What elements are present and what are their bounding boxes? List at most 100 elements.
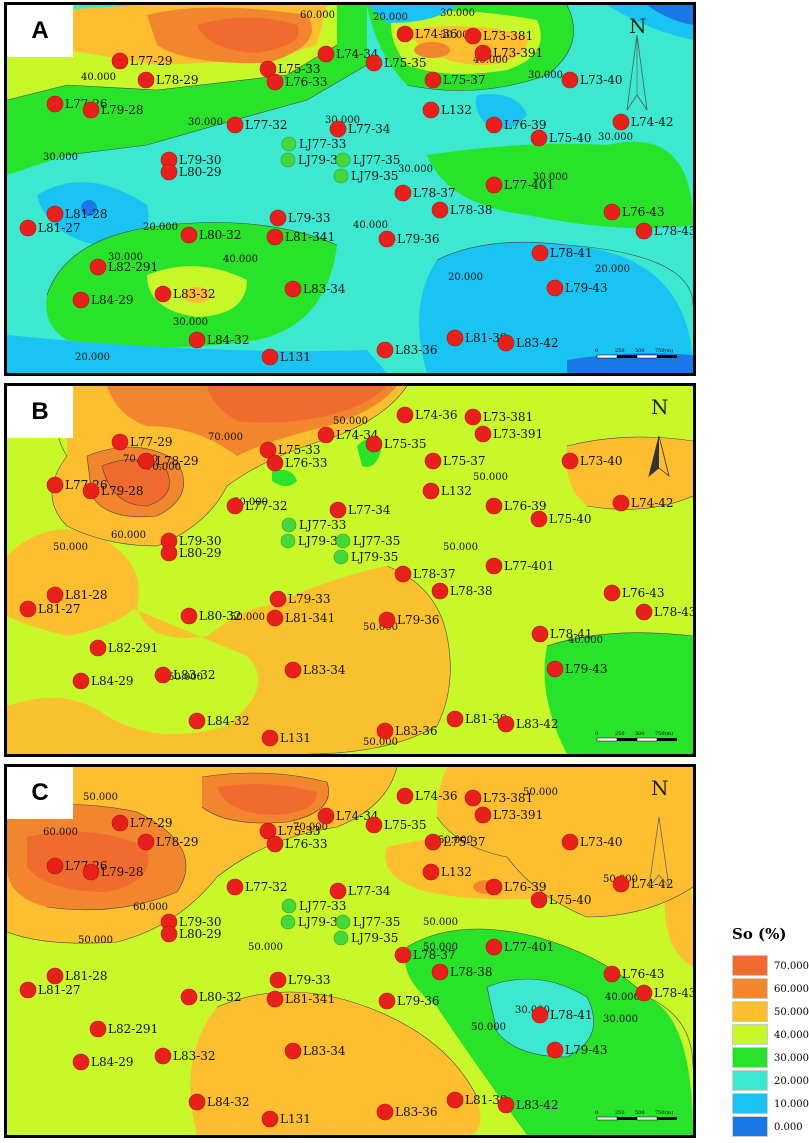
- well-label: L74-42: [631, 115, 674, 129]
- well-label: L131: [280, 1112, 311, 1126]
- well-label: L77-32: [245, 880, 288, 894]
- well-label: L81-39: [465, 712, 508, 726]
- contour-label: 40.000: [605, 992, 640, 1003]
- well-label: LJ77-35: [353, 915, 400, 929]
- well-marker: [603, 203, 621, 221]
- well-label: L83-36: [395, 1105, 438, 1119]
- well-label: L132: [441, 103, 472, 117]
- map-a-canvas: 60.000 20.000 30.000 30.000 40.000 30.000 40.0…: [7, 5, 693, 373]
- contour-label: 50.000: [423, 942, 458, 953]
- well-label: L74-36: [415, 789, 458, 803]
- well-label: L76-39: [504, 118, 547, 132]
- contour-label: 30.000: [173, 317, 208, 328]
- well-marker: [72, 291, 90, 309]
- scale-tick-1: 250: [615, 1110, 625, 1116]
- well-marker: [396, 787, 414, 805]
- well-label: L76-43: [622, 586, 665, 600]
- well-marker: [19, 600, 37, 618]
- well-marker: [531, 244, 549, 262]
- well-label: LJ77-33: [299, 137, 346, 151]
- well-marker: [280, 914, 296, 930]
- well-marker: [531, 1006, 549, 1024]
- well-marker: [464, 408, 482, 426]
- scale-tick-2: 500: [635, 1110, 645, 1116]
- well-label: L79-33: [288, 592, 331, 606]
- well-marker: [46, 967, 64, 985]
- well-label: L75-33: [278, 62, 321, 76]
- well-marker: [612, 113, 630, 131]
- well-marker: [329, 501, 347, 519]
- well-marker: [376, 1103, 394, 1121]
- well-marker: [154, 666, 172, 684]
- well-label: L75-40: [549, 131, 592, 145]
- legend-swatch: [732, 1047, 768, 1068]
- well-marker: [422, 101, 440, 119]
- north-label: N: [651, 776, 669, 800]
- well-label: L76-43: [622, 967, 665, 981]
- well-marker: [266, 990, 284, 1008]
- well-marker: [464, 27, 482, 45]
- well-marker: [612, 875, 630, 893]
- scale-tick-3: 750(m): [655, 1109, 673, 1116]
- contour-label: 70.000: [293, 822, 328, 833]
- well-label: L77-34: [348, 122, 391, 136]
- well-label: LJ79-35: [351, 550, 398, 564]
- well-marker: [612, 494, 630, 512]
- well-label: L131: [280, 731, 311, 745]
- scale-tick-1: 250: [615, 348, 625, 354]
- well-marker: [474, 425, 492, 443]
- well-label: L81-27: [38, 983, 81, 997]
- well-label: L74-42: [631, 877, 674, 891]
- well-marker: [474, 44, 492, 62]
- well-marker: [530, 891, 548, 909]
- well-marker: [424, 833, 442, 851]
- well-label: L81-39: [465, 331, 508, 345]
- well-label: L73-391: [493, 46, 543, 60]
- panel-label-a: A: [7, 5, 73, 57]
- well-marker: [497, 1096, 515, 1114]
- well-label: L84-29: [91, 293, 134, 307]
- well-label: L74-42: [631, 496, 674, 510]
- contour-label: 50.000: [423, 917, 458, 928]
- well-label: L75-37: [443, 454, 486, 468]
- scale-tick-0: 0: [595, 731, 598, 737]
- well-label: L83-34: [303, 282, 346, 296]
- well-marker: [378, 992, 396, 1010]
- scale-tick-0: 0: [595, 1110, 598, 1116]
- well-label: L76-33: [285, 837, 328, 851]
- well-marker: [396, 25, 414, 43]
- well-marker: [82, 101, 100, 119]
- north-arrow: [626, 34, 648, 111]
- well-label: L81-28: [65, 969, 108, 983]
- well-label: L78-37: [413, 186, 456, 200]
- well-label: L73-391: [493, 427, 543, 441]
- well-marker: [154, 285, 172, 303]
- contour-label: 30.000: [398, 164, 433, 175]
- well-marker: [530, 129, 548, 147]
- legend-swatch: [732, 1070, 768, 1091]
- well-label: L75-33: [278, 443, 321, 457]
- well-marker: [46, 95, 64, 113]
- well-label: L83-34: [303, 1044, 346, 1058]
- well-marker: [111, 433, 129, 451]
- well-marker: [281, 136, 297, 152]
- contour-label: 20.000: [75, 352, 110, 363]
- contour-label: 50.000: [473, 472, 508, 483]
- well-marker: [180, 607, 198, 625]
- legend-tick: 70.000: [774, 961, 809, 972]
- well-marker: [396, 406, 414, 424]
- well-label: L74-36: [415, 408, 458, 422]
- contour-label: 50.000: [523, 787, 558, 798]
- well-marker: [635, 222, 653, 240]
- well-label: LJ79-35: [351, 169, 398, 183]
- well-label: L78-38: [450, 584, 493, 598]
- well-marker: [329, 882, 347, 900]
- contour-label: 50.000: [363, 622, 398, 633]
- well-label: L79-36: [397, 232, 440, 246]
- legend-tick: 20.000: [774, 1076, 809, 1087]
- well-label: L82-291: [108, 641, 158, 655]
- well-marker: [89, 1020, 107, 1038]
- contour-label: 50.000: [230, 612, 265, 623]
- well-marker: [269, 590, 287, 608]
- contour-label: 30.000: [515, 1005, 550, 1016]
